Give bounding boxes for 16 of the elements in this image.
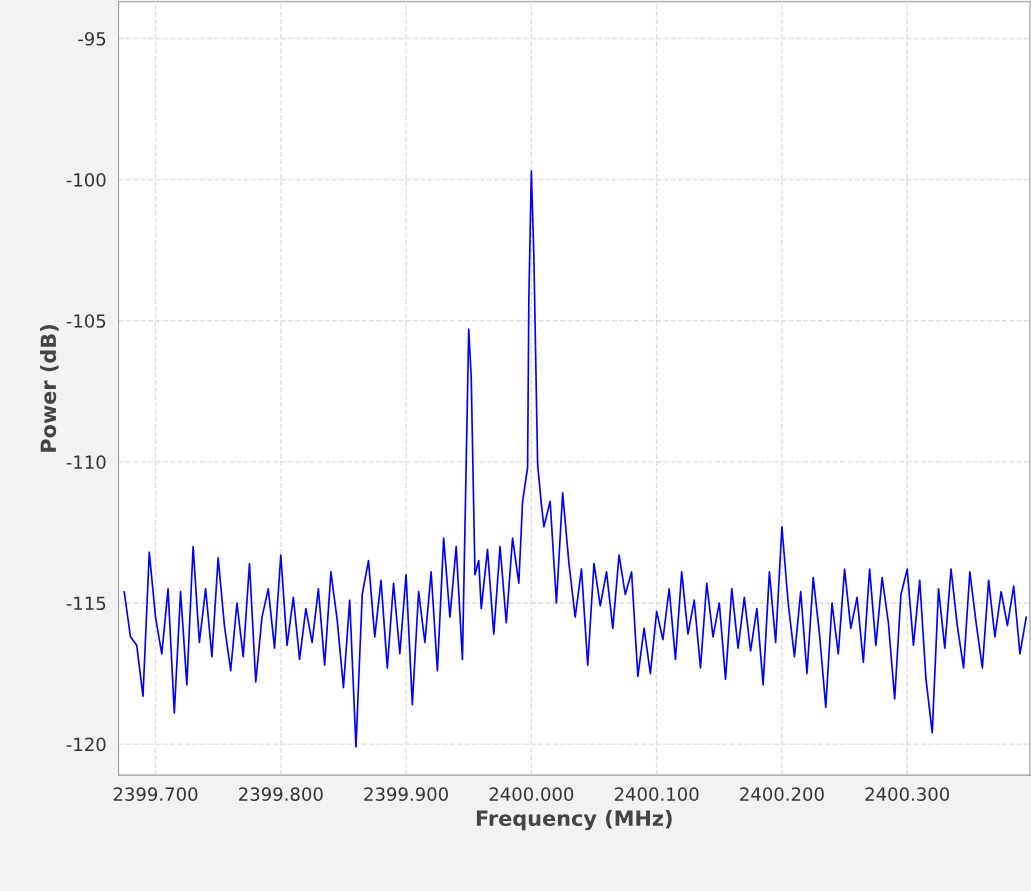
y-tick-label: -105 (66, 314, 106, 328)
x-axis-title: Frequency (MHz) (476, 810, 672, 831)
x-tick-label: 2399.800 (239, 787, 323, 801)
y-tick-label: -120 (66, 737, 106, 752)
x-tick-label: 2400.200 (740, 787, 824, 801)
x-tick-label: 2400.000 (489, 787, 574, 801)
y-tick-label: -115 (66, 596, 106, 611)
x-tick-label: 2399.700 (113, 787, 198, 801)
y-tick-label: -110 (66, 455, 106, 469)
y-tick-label: -95 (78, 31, 106, 46)
x-tick-label: 2399.900 (364, 787, 448, 801)
line-series (123, 170, 1028, 748)
x-tick-label: 2400.100 (614, 787, 699, 801)
y-tick-label: -100 (66, 173, 106, 187)
x-tick-label: 2400.300 (865, 787, 950, 801)
y-axis-title: Power (dB) (40, 325, 59, 452)
